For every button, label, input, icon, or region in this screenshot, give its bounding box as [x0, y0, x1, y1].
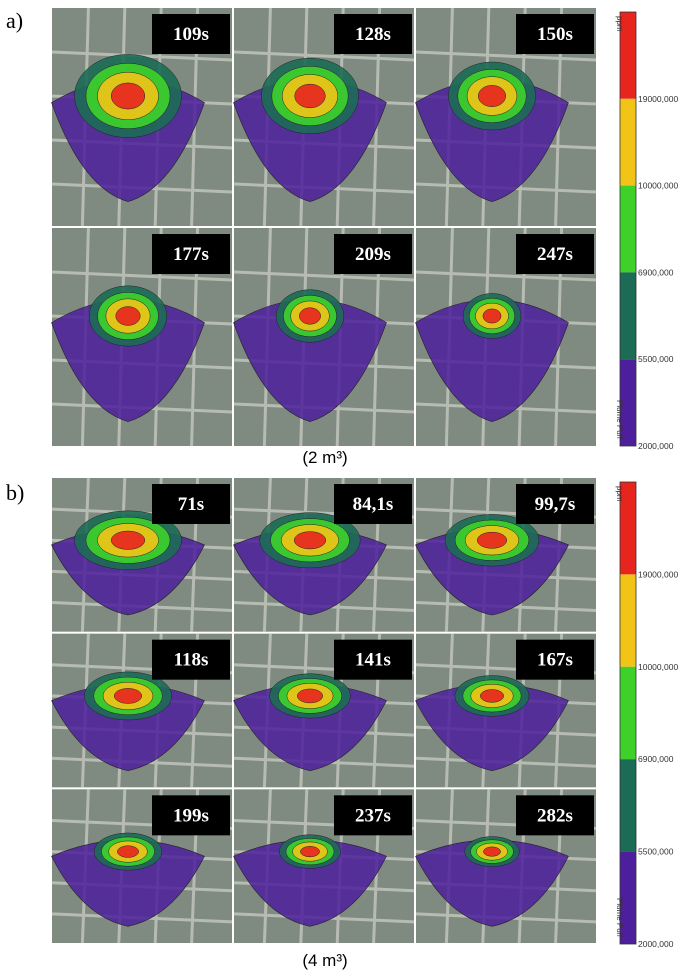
time-label: 150s	[537, 24, 573, 45]
map-tile: 150s	[416, 8, 596, 226]
plume-contour	[111, 83, 145, 109]
colorbar-unit: ppm	[615, 16, 624, 32]
map-tile: 167s	[416, 634, 596, 788]
plume-contour	[299, 308, 320, 325]
colorbar-label: 19000,000	[638, 569, 678, 579]
colorbar-label: 2000,000	[638, 939, 674, 949]
time-label: 167s	[537, 650, 573, 671]
time-label: 84,1s	[353, 494, 394, 515]
caption: (4 m³)	[302, 951, 347, 970]
plume-contour	[483, 847, 500, 856]
plume-contour	[480, 690, 503, 703]
figure: a) 109s 128s 150s 177s 209s 247s 19000,000 10000…	[0, 0, 692, 977]
colorbar-label: 6900,000	[638, 267, 674, 277]
colorbar-segment	[620, 186, 636, 273]
plume-contour	[300, 846, 319, 857]
colorbar-label: 10000,000	[638, 662, 678, 672]
time-label: 141s	[355, 650, 391, 671]
colorbar-segment	[620, 574, 636, 666]
time-label: 99,7s	[535, 494, 576, 515]
colorbar-segment	[620, 759, 636, 851]
time-label: 209s	[355, 244, 391, 265]
colorbar-segment	[620, 272, 636, 359]
plume-contour	[111, 531, 145, 549]
plume-contour	[116, 307, 140, 326]
time-label: 199s	[173, 805, 209, 826]
plume-contour	[295, 84, 326, 108]
time-label: 109s	[173, 24, 209, 45]
colorbar-label: 5500,000	[638, 847, 674, 857]
colorbar-label: 10000,000	[638, 181, 678, 191]
plume-contour	[297, 689, 322, 703]
colorbar-segment	[620, 667, 636, 759]
colorbar-name: Plume Puff	[615, 400, 624, 440]
panel-label: a)	[6, 8, 23, 33]
caption: (2 m³)	[302, 448, 347, 467]
map-tile: 247s	[416, 228, 596, 446]
plume-contour	[477, 532, 507, 548]
plume-contour	[294, 532, 326, 549]
plume-contour	[114, 688, 141, 703]
panel-label: b)	[6, 480, 24, 505]
plume-contour	[478, 85, 505, 106]
time-label: 177s	[173, 244, 209, 265]
plume-contour	[483, 309, 501, 323]
map-tile: 84,1s	[234, 478, 414, 632]
map-tile: 128s	[234, 8, 414, 226]
map-tile: 237s	[234, 789, 414, 943]
time-label: 247s	[537, 244, 573, 265]
colorbar-label: 19000,000	[638, 94, 678, 104]
colorbar-unit: ppm	[615, 486, 624, 502]
time-label: 282s	[537, 805, 573, 826]
colorbar-segment	[620, 99, 636, 186]
map-tile: 177s	[52, 228, 232, 446]
time-label: 71s	[178, 494, 204, 515]
colorbar-label: 2000,000	[638, 441, 674, 451]
map-tile: 209s	[234, 228, 414, 446]
map-tile: 118s	[52, 634, 232, 788]
plume-contour	[117, 846, 138, 858]
colorbar-name: Plume Puff	[615, 898, 624, 938]
map-tile: 282s	[416, 789, 596, 943]
colorbar-label: 6900,000	[638, 754, 674, 764]
time-label: 237s	[355, 805, 391, 826]
colorbar-label: 5500,000	[638, 354, 674, 364]
map-tile: 199s	[52, 789, 232, 943]
map-tile: 141s	[234, 634, 414, 788]
map-tile: 99,7s	[416, 478, 596, 632]
map-tile: 71s	[52, 478, 232, 632]
map-tile: 109s	[52, 8, 232, 226]
time-label: 118s	[174, 650, 209, 671]
time-label: 128s	[355, 24, 391, 45]
